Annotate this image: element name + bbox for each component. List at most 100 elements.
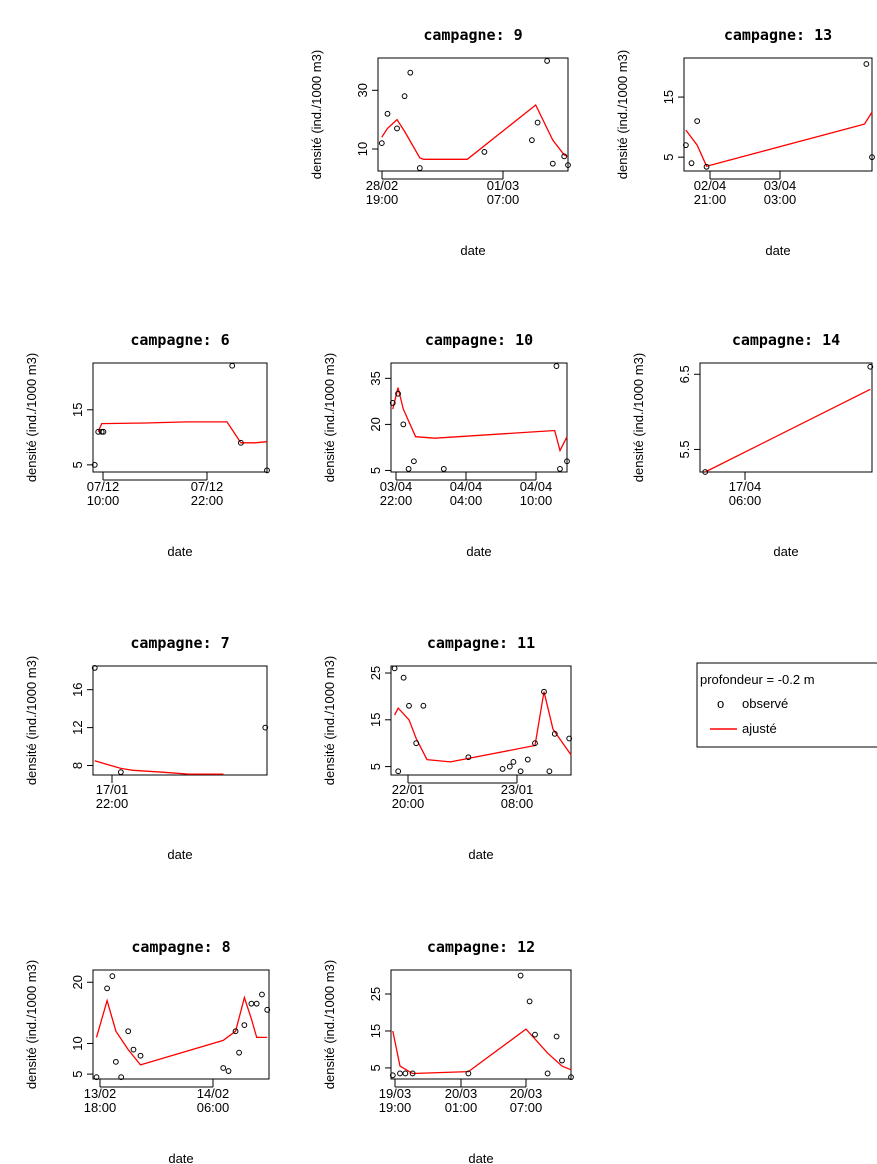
x-tick-label: 20/03 xyxy=(445,1086,478,1101)
legend: profondeur = -0.2 m o observé ajusté xyxy=(696,662,877,748)
x-tick-time-label: 10:00 xyxy=(520,493,553,508)
observed-point xyxy=(702,469,709,475)
y-tick-label: 15 xyxy=(70,403,85,417)
plot-frame xyxy=(390,362,568,473)
y-tick-label: 5 xyxy=(368,763,383,770)
panel-campagne-8: campagne: 8 date densité (ind./1000 m3) 5 10… xyxy=(24,938,271,1164)
y-axis-label: densité (ind./1000 m3) xyxy=(24,960,39,1089)
observed-point xyxy=(410,458,417,465)
observed-point xyxy=(137,1052,144,1059)
observed-point xyxy=(526,998,533,1005)
x-tick-label: 13/02 xyxy=(84,1086,117,1101)
observed-point xyxy=(117,769,124,776)
x-tick-label: 20/03 xyxy=(510,1086,543,1101)
x-tick-label: 01/03 xyxy=(487,178,520,193)
observed-point xyxy=(565,162,571,169)
plot-frame xyxy=(92,969,270,1080)
x-tick-time-label: 22:00 xyxy=(191,493,224,508)
observed-point xyxy=(682,142,689,149)
x-tick-label: 17/04 xyxy=(729,479,762,494)
y-axis-label: densité (ind./1000 m3) xyxy=(322,960,337,1089)
observed-point xyxy=(568,1074,574,1081)
observed-point xyxy=(688,160,695,167)
y-axis-label: densité (ind./1000 m3) xyxy=(24,656,39,785)
plot-frame xyxy=(390,969,572,1080)
observed-point xyxy=(236,1049,242,1056)
observed-point xyxy=(378,140,385,147)
fitted-line xyxy=(95,995,268,1066)
observed-point xyxy=(232,1028,239,1035)
observed-point xyxy=(264,467,270,474)
x-tick-label: 07/12 xyxy=(87,479,120,494)
x-axis-label: date xyxy=(168,1151,193,1164)
y-tick-label: 15 xyxy=(368,713,383,727)
x-tick-label: 14/02 xyxy=(197,1086,230,1101)
observed-point xyxy=(389,1072,396,1079)
observed-point xyxy=(517,972,524,979)
observed-point xyxy=(130,1046,137,1053)
y-tick-label: 12 xyxy=(70,720,85,734)
y-tick-label: 5 xyxy=(661,154,676,161)
y-tick-label: 5 xyxy=(368,1064,383,1071)
x-tick-time-label: 03:00 xyxy=(764,192,797,207)
observed-point xyxy=(440,466,447,472)
panel-title: campagne: 6 xyxy=(130,331,229,349)
observed-point xyxy=(499,766,506,772)
panel-campagne-13: campagne: 13 date densité (ind./1000 m3) 5 1… xyxy=(615,26,875,258)
plot-frame xyxy=(92,665,268,776)
observed-point xyxy=(402,1070,409,1077)
x-tick-time-label: 19:00 xyxy=(366,192,399,207)
x-tick-time-label: 01:00 xyxy=(445,1100,478,1115)
plot-frame xyxy=(699,362,873,473)
x-tick-label: 02/04 xyxy=(694,178,727,193)
x-tick-time-label: 10:00 xyxy=(87,493,120,508)
panel-campagne-7: campagne: 7 date densité (ind./1000 m3) 8 12… xyxy=(24,634,269,862)
observed-point xyxy=(564,458,570,465)
observed-point xyxy=(481,149,488,155)
x-tick-label: 23/01 xyxy=(501,782,534,797)
observed-point xyxy=(394,125,400,132)
legend-box xyxy=(696,662,877,748)
observed-point xyxy=(253,1000,260,1007)
x-tick-label: 22/01 xyxy=(392,782,425,797)
x-axis-label: date xyxy=(773,544,798,559)
y-tick-label: 30 xyxy=(355,83,370,97)
observed-point xyxy=(420,702,427,709)
observed-point xyxy=(91,461,98,468)
observed-point xyxy=(395,768,402,775)
x-tick-time-label: 19:00 xyxy=(379,1100,412,1115)
observed-point xyxy=(400,421,407,428)
observed-point xyxy=(384,110,391,117)
y-tick-label: 8 xyxy=(70,762,85,769)
y-tick-label: 5 xyxy=(70,1070,85,1077)
observed-point xyxy=(262,724,269,731)
observed-point xyxy=(551,730,558,737)
observed-point xyxy=(389,400,396,406)
panel-title: campagne: 7 xyxy=(130,634,229,652)
observed-point xyxy=(125,1028,132,1035)
observed-point xyxy=(397,1070,403,1077)
panel-campagne-11: campagne: 11 date densité (ind./1000 m3) 5 1… xyxy=(322,634,573,862)
observed-point xyxy=(465,754,472,761)
y-tick-label: 20 xyxy=(368,417,383,431)
observed-point xyxy=(544,58,550,64)
y-tick-label: 25 xyxy=(368,666,383,680)
plot-frame xyxy=(683,57,873,172)
y-axis-label: densité (ind./1000 m3) xyxy=(631,353,646,482)
panel-campagne-9: campagne: 9 date densité (ind./1000 m3) 10 3… xyxy=(309,26,571,258)
observed-point xyxy=(532,1031,538,1038)
panel-campagne-14: campagne: 14 date densité (ind./1000 m3) 5.… xyxy=(631,331,874,559)
panel-title: campagne: 9 xyxy=(423,26,522,44)
y-axis-label: densité (ind./1000 m3) xyxy=(322,656,337,785)
observed-point xyxy=(506,763,513,770)
panel-title: campagne: 14 xyxy=(732,331,840,349)
y-tick-label: 5.5 xyxy=(677,440,692,458)
observed-point xyxy=(91,664,98,671)
observed-point xyxy=(264,1006,271,1013)
y-tick-label: 16 xyxy=(70,682,85,696)
y-tick-label: 15 xyxy=(661,90,676,104)
observed-point xyxy=(395,390,401,397)
observed-point xyxy=(553,363,560,369)
x-tick-time-label: 07:00 xyxy=(510,1100,543,1115)
x-axis-label: date xyxy=(460,243,485,258)
